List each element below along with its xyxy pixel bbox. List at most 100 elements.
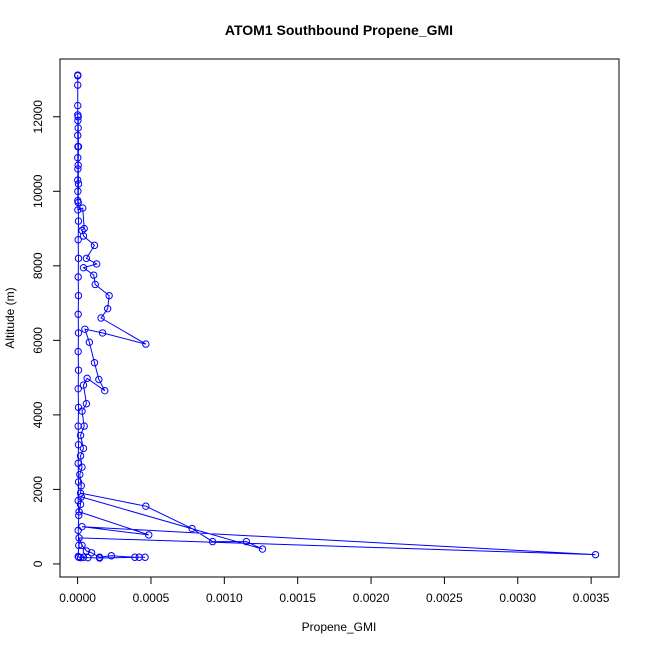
data-point bbox=[75, 511, 83, 520]
x-tick-label: 0.0005 bbox=[133, 591, 170, 605]
data-point bbox=[91, 280, 99, 289]
data-point bbox=[74, 131, 82, 140]
data-point bbox=[78, 463, 86, 471]
data-point bbox=[135, 553, 143, 561]
x-tick-label: 0.0035 bbox=[573, 591, 610, 605]
y-tick-label: 0 bbox=[31, 560, 45, 567]
data-point bbox=[74, 71, 82, 79]
data-point bbox=[74, 236, 82, 244]
data-point bbox=[83, 374, 91, 383]
data-point bbox=[75, 534, 83, 542]
data-point bbox=[79, 381, 88, 389]
data-point bbox=[97, 314, 105, 322]
data-point bbox=[79, 444, 88, 453]
data-point bbox=[85, 338, 94, 346]
data-point bbox=[74, 526, 82, 535]
data-point bbox=[74, 254, 83, 263]
data-point bbox=[75, 541, 83, 550]
data-point bbox=[82, 547, 91, 555]
data-point bbox=[105, 291, 113, 300]
x-axis: 0.0000 0.0005 0.0010 0.0015 0.0020 0.0025 0.00… bbox=[59, 576, 610, 605]
data-point bbox=[74, 187, 82, 195]
data-point bbox=[74, 176, 82, 184]
data-point bbox=[74, 441, 83, 449]
data-point bbox=[74, 366, 83, 374]
data-point bbox=[76, 452, 85, 460]
data-point bbox=[80, 224, 88, 233]
y-tick-label: 12000 bbox=[31, 100, 45, 134]
data-point bbox=[78, 226, 86, 235]
plot-frame bbox=[59, 58, 620, 578]
x-tick-label: 0.0000 bbox=[59, 591, 96, 605]
data-point bbox=[74, 198, 82, 207]
data-point bbox=[74, 113, 82, 121]
data-point bbox=[101, 386, 109, 395]
data-point bbox=[74, 347, 82, 356]
data-point bbox=[74, 217, 83, 225]
data-point bbox=[74, 116, 82, 125]
data-point bbox=[103, 304, 112, 313]
data-point bbox=[95, 375, 103, 384]
x-tick-label: 0.0020 bbox=[353, 591, 390, 605]
x-tick-label: 0.0010 bbox=[206, 591, 243, 605]
y-tick-label: 6000 bbox=[31, 327, 45, 354]
data-point bbox=[78, 522, 86, 531]
data-point bbox=[258, 545, 267, 553]
data-point bbox=[87, 549, 96, 557]
data-point bbox=[98, 329, 107, 337]
data-point bbox=[76, 431, 85, 440]
data-point bbox=[591, 550, 600, 559]
data-point bbox=[74, 403, 83, 412]
data-point bbox=[74, 329, 83, 337]
data-point bbox=[131, 553, 139, 561]
data-point bbox=[74, 291, 83, 300]
series-layer bbox=[74, 71, 600, 562]
series-line bbox=[77, 75, 596, 559]
data-point bbox=[79, 263, 88, 272]
data-point bbox=[141, 553, 149, 561]
data-point bbox=[142, 502, 150, 510]
data-point bbox=[74, 154, 82, 162]
data-point bbox=[90, 359, 99, 367]
data-point bbox=[75, 508, 83, 516]
data-point bbox=[74, 273, 82, 281]
data-point bbox=[142, 340, 150, 348]
y-axis-title: Altitude (m) bbox=[3, 287, 17, 348]
data-point bbox=[90, 241, 99, 250]
data-point bbox=[79, 553, 88, 561]
x-tick-label: 0.0015 bbox=[279, 591, 316, 605]
data-point bbox=[95, 554, 104, 562]
data-point bbox=[74, 459, 82, 468]
x-tick-label: 0.0025 bbox=[426, 591, 463, 605]
x-tick-label: 0.0030 bbox=[499, 591, 536, 605]
data-point bbox=[107, 552, 116, 560]
data-point bbox=[76, 489, 85, 497]
data-point bbox=[79, 232, 88, 240]
data-point bbox=[84, 553, 92, 562]
y-tick-label: 10000 bbox=[31, 174, 45, 208]
data-point bbox=[74, 206, 82, 214]
data-point bbox=[76, 500, 85, 509]
data-point bbox=[74, 478, 83, 486]
data-point bbox=[145, 531, 153, 539]
data-point bbox=[76, 470, 84, 479]
data-point bbox=[74, 142, 83, 151]
data-point bbox=[74, 422, 82, 430]
data-point bbox=[74, 180, 83, 188]
data-point bbox=[78, 541, 86, 550]
data-point bbox=[92, 260, 101, 268]
data-point bbox=[208, 537, 217, 546]
data-point bbox=[74, 81, 82, 89]
x-axis-title: Propene_GMI bbox=[302, 620, 377, 634]
data-point bbox=[75, 553, 83, 561]
data-point bbox=[79, 204, 87, 212]
data-point bbox=[74, 101, 82, 110]
data-point bbox=[82, 254, 91, 263]
data-point bbox=[74, 496, 82, 505]
y-tick-label: 4000 bbox=[31, 401, 45, 428]
data-point bbox=[74, 165, 82, 173]
data-point bbox=[82, 400, 91, 408]
chart-title: ATOM1 Southbound Propene_GMI bbox=[225, 22, 453, 38]
